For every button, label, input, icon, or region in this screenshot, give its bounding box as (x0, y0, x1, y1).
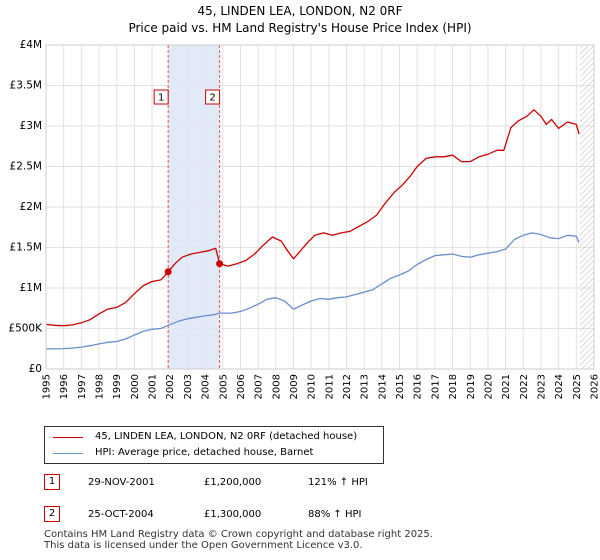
y-tick-label: £1M (20, 282, 42, 294)
x-tick-label: 2005 (218, 374, 229, 399)
legend-label-property: 45, LINDEN LEA, LONDON, N2 0RF (detached… (95, 431, 358, 442)
price-chart: 1 2 1995 1996 1997 1998 1999 2000 2001 2002 2003 2… (8, 39, 600, 399)
chart-subtitle: Price paid vs. HM Land Registry's House … (128, 21, 472, 35)
x-tick-label: 2009 (289, 374, 300, 399)
x-tick-label: 2021 (501, 374, 512, 399)
x-tick-label: 2019 (466, 374, 477, 399)
x-tick-label: 2024 (554, 374, 565, 399)
sale-price: £1,200,000 (204, 477, 262, 488)
x-tick-label: 2011 (324, 374, 335, 399)
x-tick-label: 2018 (448, 374, 459, 399)
footer-line-2: This data is licensed under the Open Gov… (44, 540, 363, 551)
sale-label-box (205, 89, 221, 105)
sale-label-text: 2 (209, 93, 215, 104)
y-tick-label: £2M (20, 201, 42, 213)
x-tick-label: 1995 (42, 374, 53, 399)
sale-date: 29-NOV-2001 (88, 477, 155, 488)
y-tick-label: £1.5M (10, 242, 42, 254)
x-tick-label: 2014 (377, 374, 388, 399)
x-tick-label: 2015 (395, 374, 406, 399)
x-tick-label: 2017 (430, 374, 441, 399)
series-line-property (45, 109, 580, 327)
x-tick-label: 2001 (148, 374, 159, 399)
sale-point (216, 260, 224, 268)
y-tick-label: £2.5M (10, 161, 42, 173)
x-tick-label: 2026 (590, 374, 600, 399)
x-tick-label: 2000 (130, 374, 141, 399)
sale-price: £1,300,000 (204, 509, 262, 520)
y-tick-label: £3M (20, 120, 42, 132)
sale-label-text: 1 (158, 93, 164, 104)
footer: Contains HM Land Registry data © Crown c… (44, 529, 433, 551)
legend-swatch-hpi (53, 452, 83, 454)
y-tick-label: £500K (8, 323, 43, 335)
y-tick-label: £4M (20, 39, 42, 51)
x-tick-label: 2020 (483, 374, 494, 399)
x-tick-label: 2003 (183, 374, 194, 399)
sale-badge: 2 (44, 506, 60, 522)
legend-item-property: 45, LINDEN LEA, LONDON, N2 0RF (detached… (53, 430, 357, 444)
x-tick-label: 2008 (271, 374, 282, 399)
plot-frame (45, 44, 595, 370)
x-tick-label: 2023 (536, 374, 547, 399)
x-tick-label: 1999 (112, 374, 123, 399)
sale-date: 25-OCT-2004 (88, 509, 154, 520)
y-tick-label: £3.5M (10, 80, 42, 92)
chart-title: 45, LINDEN LEA, LONDON, N2 0RF (197, 4, 403, 18)
footer-line-1: Contains HM Land Registry data © Crown c… (44, 529, 433, 540)
x-tick-label: 2022 (519, 374, 530, 399)
future-hatch-area (579, 45, 594, 369)
legend: 45, LINDEN LEA, LONDON, N2 0RF (detached… (44, 426, 384, 464)
x-tick-label: 2012 (342, 374, 353, 399)
legend-item-hpi: HPI: Average price, detached house, Barn… (53, 446, 313, 460)
sale-label-box (153, 89, 169, 105)
y-tick-label: £0 (29, 363, 42, 375)
legend-swatch-property (53, 436, 83, 438)
x-tick-label: 2004 (201, 374, 212, 399)
x-tick-label: 1998 (95, 374, 106, 399)
x-tick-label: 2013 (360, 374, 371, 399)
legend-label-hpi: HPI: Average price, detached house, Barn… (95, 447, 314, 458)
x-tick-label: 1997 (77, 374, 88, 399)
x-tick-label: 2006 (236, 374, 247, 399)
x-tick-label: 2016 (413, 374, 424, 399)
sale-point (164, 268, 172, 276)
x-tick-label: 2002 (165, 374, 176, 399)
x-tick-label: 1996 (59, 374, 70, 399)
x-tick-label: 2007 (254, 374, 265, 399)
sale-badge: 1 (44, 474, 60, 490)
x-tick-label: 2010 (307, 374, 318, 399)
sale-hpi-change: 121% ↑ HPI (308, 477, 368, 488)
sale-hpi-change: 88% ↑ HPI (308, 509, 362, 520)
series-line-hpi (45, 232, 580, 350)
x-tick-label: 2025 (572, 374, 583, 399)
